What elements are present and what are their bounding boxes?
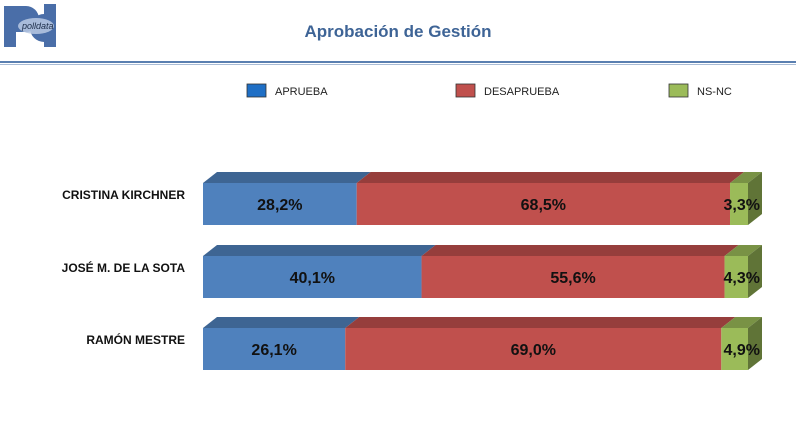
bar-top-face xyxy=(730,172,762,183)
bar-front-face xyxy=(203,328,346,370)
bar-top-face xyxy=(203,317,360,328)
bar-top-face xyxy=(203,172,371,183)
bar-side-face xyxy=(748,245,762,298)
bar-row: 26,1% 69,0% 4,9% xyxy=(203,317,762,370)
bar-top-face xyxy=(345,317,736,328)
legend-item: APRUEBA xyxy=(246,83,328,98)
bar-segment-desaprueba: 69,0% xyxy=(345,317,736,370)
bar-segment-nsnc: 4,3% xyxy=(724,245,762,298)
bar-front-face xyxy=(203,256,422,298)
page-title: Aprobación de Gestión xyxy=(304,22,492,41)
bar-top-face xyxy=(356,172,745,183)
bar-top-face xyxy=(721,317,762,328)
bar-segment-nsnc: 4,9% xyxy=(721,317,762,370)
bar-segment-aprueba: 40,1% xyxy=(203,245,436,298)
legend-swatch xyxy=(668,83,689,98)
bars: 28,2% 68,5% 3,3% 40,1% 55,6% 4,3% 26,1% 69,0% 4,… xyxy=(203,172,762,370)
bar-segment-aprueba: 28,2% xyxy=(203,172,371,225)
bar-front-face xyxy=(730,183,748,225)
data-label: 40,1% xyxy=(290,270,335,287)
bar-front-face xyxy=(356,183,731,225)
bar-top-face xyxy=(421,245,739,256)
legend: APRUEBA DESAPRUEBA NS-NC xyxy=(246,83,732,98)
bar-segment-aprueba: 26,1% xyxy=(203,317,360,370)
header-divider xyxy=(0,61,796,63)
bar-side-face xyxy=(748,317,762,370)
logo-text: polldata xyxy=(21,21,54,31)
bar-segment-nsnc: 3,3% xyxy=(724,172,762,225)
bar-segment-desaprueba: 55,6% xyxy=(421,245,739,298)
bar-front-face xyxy=(203,183,357,225)
bar-front-face xyxy=(724,256,748,298)
bar-row: 28,2% 68,5% 3,3% xyxy=(203,172,762,225)
legend-item: NS-NC xyxy=(668,83,732,98)
legend-swatch xyxy=(246,83,267,98)
category-labels: CRISTINA KIRCHNER JOSÉ M. DE LA SOTA RAMÓN… xyxy=(62,188,186,347)
bar-top-face xyxy=(203,245,436,256)
header-divider-thin xyxy=(0,64,796,65)
data-label: 69,0% xyxy=(511,342,556,359)
legend-label: DESAPRUEBA xyxy=(484,86,560,98)
bar-front-face xyxy=(721,328,748,370)
bar-side-face xyxy=(748,172,762,225)
category-label: RAMÓN MESTRE xyxy=(86,332,185,347)
bar-row: 40,1% 55,6% 4,3% xyxy=(203,245,762,298)
polldata-logo: polldata xyxy=(0,0,70,55)
bar-front-face xyxy=(421,256,725,298)
data-label: 3,3% xyxy=(724,197,760,214)
bar-segment-desaprueba: 68,5% xyxy=(356,172,745,225)
bar-front-face xyxy=(345,328,722,370)
data-label: 4,9% xyxy=(724,342,760,359)
category-label: CRISTINA KIRCHNER xyxy=(62,188,185,202)
data-label: 26,1% xyxy=(251,342,296,359)
data-label: 28,2% xyxy=(257,197,302,214)
legend-swatch xyxy=(455,83,476,98)
category-label: JOSÉ M. DE LA SOTA xyxy=(62,260,186,275)
bar-top-face xyxy=(724,245,762,256)
legend-label: APRUEBA xyxy=(275,86,328,98)
data-label: 4,3% xyxy=(724,270,760,287)
legend-label: NS-NC xyxy=(697,86,732,98)
legend-item: DESAPRUEBA xyxy=(455,83,560,98)
data-label: 68,5% xyxy=(521,197,566,214)
data-label: 55,6% xyxy=(550,270,595,287)
